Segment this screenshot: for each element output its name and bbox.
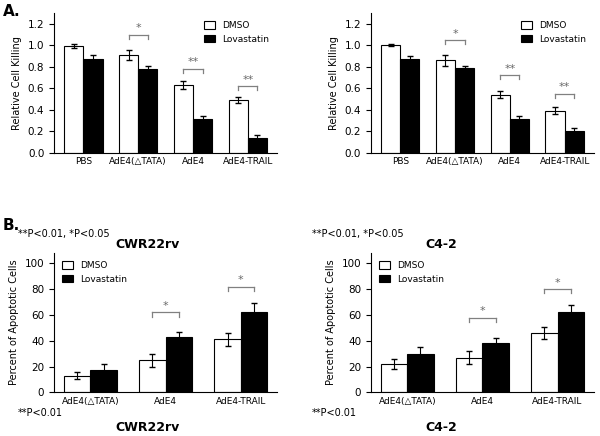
Bar bbox=[557, 312, 584, 392]
Bar bbox=[174, 85, 193, 153]
Text: CWR22rv: CWR22rv bbox=[115, 421, 179, 434]
Bar bbox=[510, 119, 529, 153]
Text: **P<0.01, *P<0.05: **P<0.01, *P<0.05 bbox=[312, 229, 404, 239]
Text: *: * bbox=[479, 306, 485, 316]
Legend: DMSO, Lovastatin: DMSO, Lovastatin bbox=[200, 17, 272, 48]
Text: *: * bbox=[452, 28, 458, 38]
Text: A.: A. bbox=[3, 4, 20, 19]
Bar bbox=[83, 59, 103, 153]
Text: *: * bbox=[163, 301, 169, 311]
Bar bbox=[482, 343, 509, 392]
Text: **P<0.01: **P<0.01 bbox=[18, 408, 63, 418]
Bar bbox=[456, 358, 482, 392]
Bar bbox=[407, 354, 434, 392]
Text: B.: B. bbox=[3, 218, 20, 233]
Legend: DMSO, Lovastatin: DMSO, Lovastatin bbox=[59, 258, 131, 287]
Text: **: ** bbox=[242, 75, 253, 85]
Text: **: ** bbox=[187, 58, 199, 68]
Bar bbox=[455, 68, 474, 153]
Bar bbox=[565, 131, 584, 153]
Text: **P<0.01: **P<0.01 bbox=[312, 408, 357, 418]
Bar bbox=[491, 95, 510, 153]
Text: C4-2: C4-2 bbox=[425, 238, 457, 251]
Bar bbox=[193, 119, 212, 153]
Text: **: ** bbox=[559, 82, 570, 92]
Bar bbox=[545, 111, 565, 153]
Bar bbox=[229, 100, 248, 153]
Text: CWR22rv: CWR22rv bbox=[115, 238, 179, 251]
Bar bbox=[166, 337, 192, 392]
Y-axis label: Percent of Apoptotic Cells: Percent of Apoptotic Cells bbox=[9, 260, 19, 385]
Bar bbox=[138, 69, 157, 153]
Bar bbox=[436, 60, 455, 153]
Legend: DMSO, Lovastatin: DMSO, Lovastatin bbox=[376, 258, 448, 287]
Bar bbox=[531, 333, 557, 392]
Legend: DMSO, Lovastatin: DMSO, Lovastatin bbox=[517, 17, 589, 48]
Bar bbox=[248, 137, 267, 153]
Y-axis label: Percent of Apoptotic Cells: Percent of Apoptotic Cells bbox=[326, 260, 336, 385]
Text: **P<0.01, *P<0.05: **P<0.01, *P<0.05 bbox=[18, 229, 110, 239]
Bar bbox=[64, 46, 83, 153]
Text: C4-2: C4-2 bbox=[425, 421, 457, 434]
Bar bbox=[91, 371, 117, 392]
Bar bbox=[64, 375, 91, 392]
Y-axis label: Relative Cell Killing: Relative Cell Killing bbox=[12, 36, 22, 130]
Bar bbox=[119, 55, 138, 153]
Text: *: * bbox=[238, 275, 244, 285]
Bar bbox=[400, 59, 419, 153]
Bar bbox=[381, 45, 400, 153]
Text: *: * bbox=[555, 278, 560, 288]
Bar bbox=[381, 364, 407, 392]
Bar bbox=[139, 360, 166, 392]
Bar bbox=[241, 312, 267, 392]
Text: **: ** bbox=[504, 64, 515, 74]
Text: *: * bbox=[136, 23, 141, 33]
Y-axis label: Relative Cell Killing: Relative Cell Killing bbox=[329, 36, 339, 130]
Bar bbox=[214, 340, 241, 392]
